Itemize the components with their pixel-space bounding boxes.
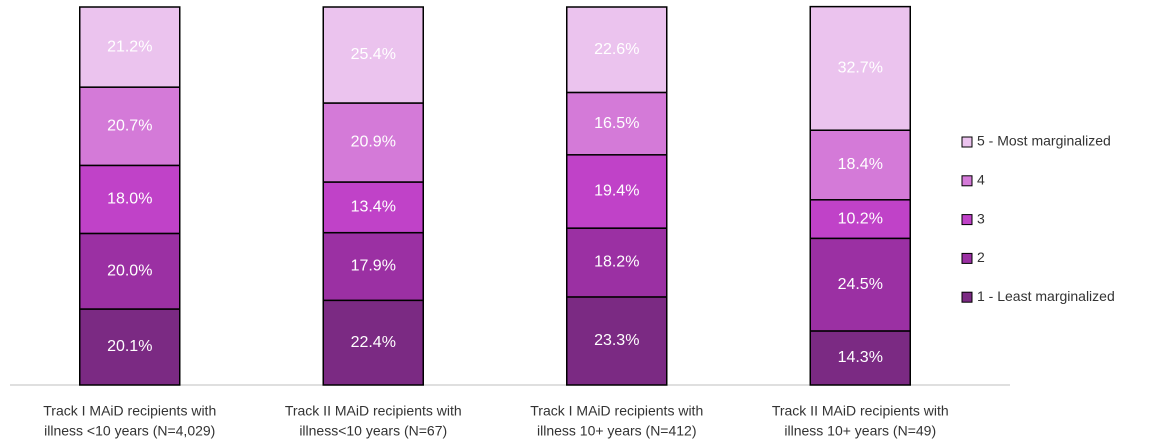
data-label: 20.1% [107, 338, 152, 355]
data-label: 32.7% [838, 60, 883, 77]
bar-segment [79, 86, 181, 167]
bar-segment [566, 296, 668, 386]
bar-segment [322, 181, 424, 234]
data-label: 20.7% [107, 117, 152, 134]
data-label: 18.4% [838, 156, 883, 173]
bar-segment [809, 237, 911, 332]
data-label: 18.2% [594, 254, 639, 271]
legend-label: 4 [977, 172, 985, 188]
bar-segment [566, 154, 668, 229]
data-label: 23.3% [594, 332, 639, 349]
x-tick-label: illness 10+ years (N=412) [537, 423, 697, 439]
bar-segment [809, 5, 911, 131]
data-label: 19.4% [594, 183, 639, 200]
bar-segment [79, 232, 181, 310]
data-label: 21.2% [107, 38, 152, 55]
x-tick-label: illness<10 years (N=67) [299, 423, 447, 439]
data-label: 25.4% [351, 46, 396, 63]
data-label: 22.4% [351, 334, 396, 351]
legend-swatch [961, 214, 973, 226]
bar-segment [809, 129, 911, 201]
bar-segment [566, 6, 668, 94]
data-label: 20.9% [351, 134, 396, 151]
data-label: 24.5% [838, 276, 883, 293]
data-label: 14.3% [838, 349, 883, 366]
bar-segment [322, 102, 424, 183]
legend-label: 3 [977, 210, 985, 226]
data-label: 10.2% [838, 210, 883, 227]
data-label: 22.6% [594, 41, 639, 58]
bar-segment [79, 6, 181, 88]
x-tick-label: Track II MAiD recipients with [772, 403, 949, 419]
legend-label: 5 - Most marginalized [977, 133, 1111, 149]
bar-segment [322, 6, 424, 104]
legend-label: 1 - Least marginalized [977, 288, 1115, 304]
bar-segment [566, 91, 668, 156]
data-label: 13.4% [351, 199, 396, 216]
legend-label: 2 [977, 249, 985, 265]
bar-segment [79, 308, 181, 386]
bar-segment [809, 330, 911, 386]
legend-swatch [961, 136, 973, 148]
data-label: 16.5% [594, 115, 639, 132]
x-tick-label: Track I MAiD recipients with [530, 403, 703, 419]
data-label: 17.9% [351, 258, 396, 275]
data-label: 18.0% [107, 191, 152, 208]
bar-segment [809, 199, 911, 240]
bar-segment [322, 299, 424, 386]
bar-segment [566, 227, 668, 298]
data-label: 20.0% [107, 262, 152, 279]
legend-swatch [961, 175, 973, 187]
legend-swatch [961, 252, 973, 264]
x-tick-label: Track II MAiD recipients with [285, 403, 462, 419]
bar-segment [322, 231, 424, 302]
x-tick-label: illness 10+ years (N=49) [784, 423, 936, 439]
legend-swatch [961, 291, 973, 303]
x-tick-label: illness <10 years (N=4,029) [44, 423, 215, 439]
x-tick-label: Track I MAiD recipients with [43, 403, 216, 419]
